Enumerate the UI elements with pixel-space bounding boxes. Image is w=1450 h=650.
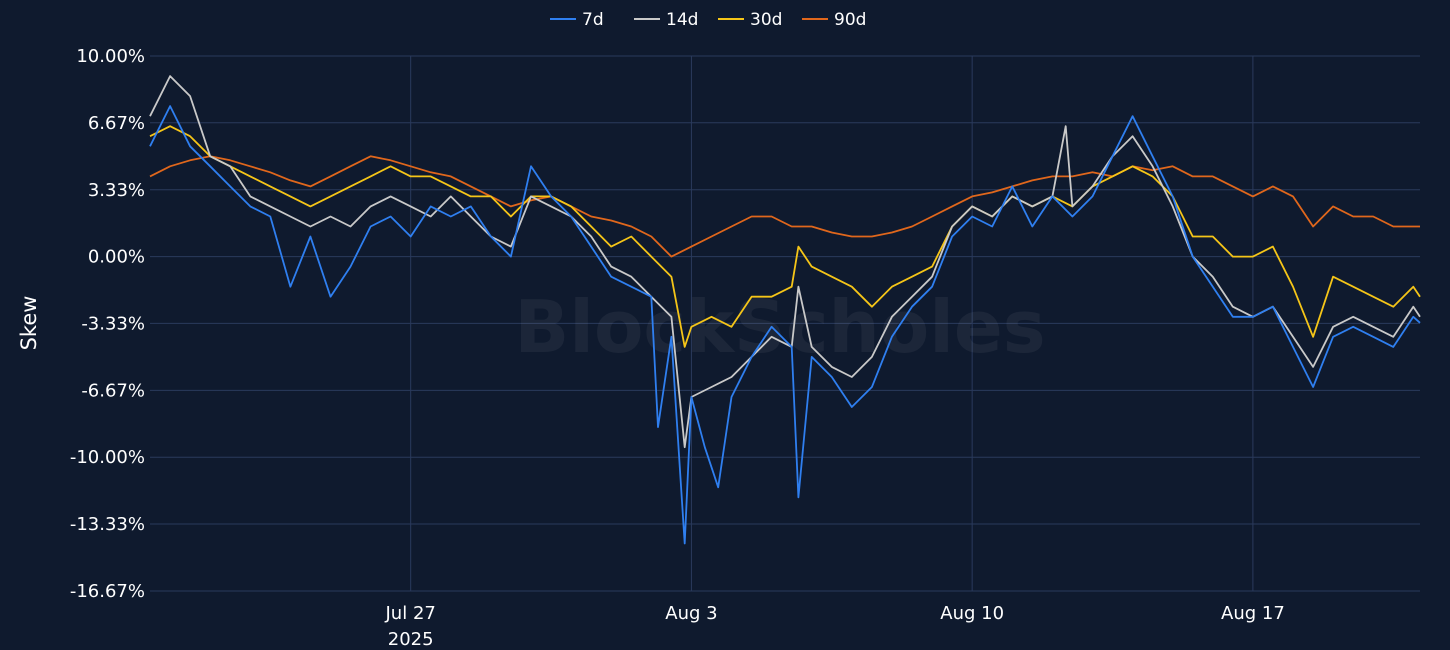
y-tick-label: -16.67% [70, 581, 145, 602]
y-tick-label: 6.67% [88, 113, 145, 134]
y-tick-label: 3.33% [88, 180, 145, 201]
x-axis: Jul 27 2025 Aug 3 Aug 10 Aug 17 [385, 603, 1285, 650]
y-axis: 10.00% 6.67% 3.33% 0.00% -3.33% -6.67% -10.00%… [70, 46, 145, 602]
legend-label-7d[interactable]: 7d [582, 10, 604, 30]
series-layer [149, 75, 1421, 545]
series-line-14d [149, 75, 1421, 449]
y-tick-label: -13.33% [70, 514, 145, 535]
legend-label-90d[interactable]: 90d [834, 10, 866, 30]
watermark-text: BlockScholes [514, 285, 1045, 369]
x-tick-label: Aug 10 [940, 603, 1004, 624]
series-line-7d [149, 105, 1421, 545]
legend-label-30d[interactable]: 30d [750, 10, 782, 30]
x-tick-label: Aug 3 [665, 603, 717, 624]
y-tick-label: 0.00% [88, 247, 145, 268]
y-tick-label: -6.67% [81, 380, 145, 401]
x-tick-sublabel: 2025 [388, 629, 434, 650]
y-axis-label: Skew [17, 296, 41, 351]
series-line-30d [149, 125, 1421, 348]
legend-label-14d[interactable]: 14d [666, 10, 698, 30]
x-tick-label: Jul 27 [385, 603, 436, 624]
legend: 7d 14d 30d 90d [550, 10, 866, 30]
series-line-90d [149, 155, 1420, 258]
grid [150, 55, 1420, 592]
y-tick-label: -3.33% [81, 313, 145, 334]
x-tick-label: Aug 17 [1221, 603, 1285, 624]
y-tick-label: 10.00% [76, 46, 145, 67]
y-tick-label: -10.00% [70, 447, 145, 468]
